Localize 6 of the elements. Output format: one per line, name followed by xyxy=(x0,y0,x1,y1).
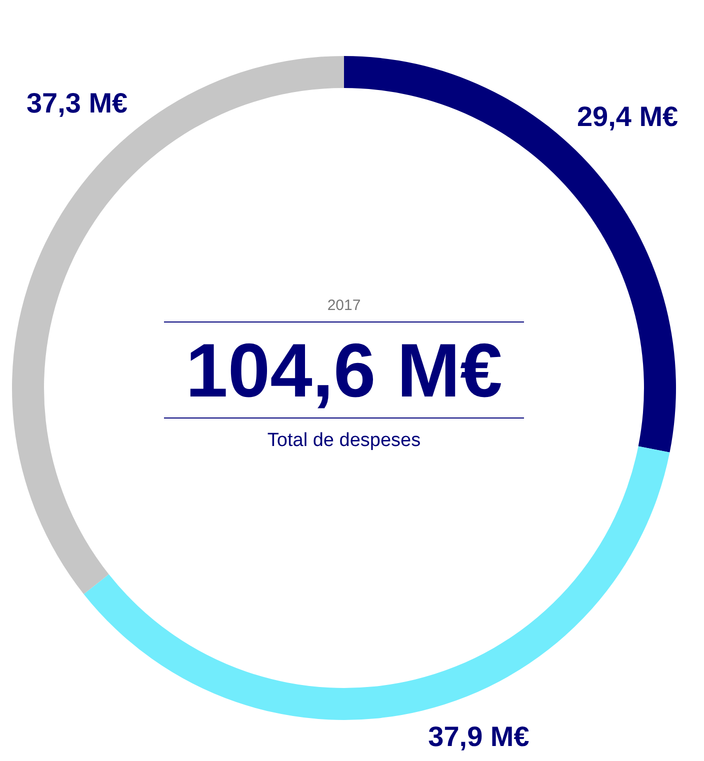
data-label: 29,4 M€ xyxy=(576,100,679,132)
data-label: 37,3 M€ xyxy=(26,88,128,119)
text: Total de despeses xyxy=(267,430,421,451)
data-label: 37,9 M€ xyxy=(428,720,530,752)
text: 2017 xyxy=(327,297,361,314)
text: 104,6 M€ xyxy=(186,328,502,414)
